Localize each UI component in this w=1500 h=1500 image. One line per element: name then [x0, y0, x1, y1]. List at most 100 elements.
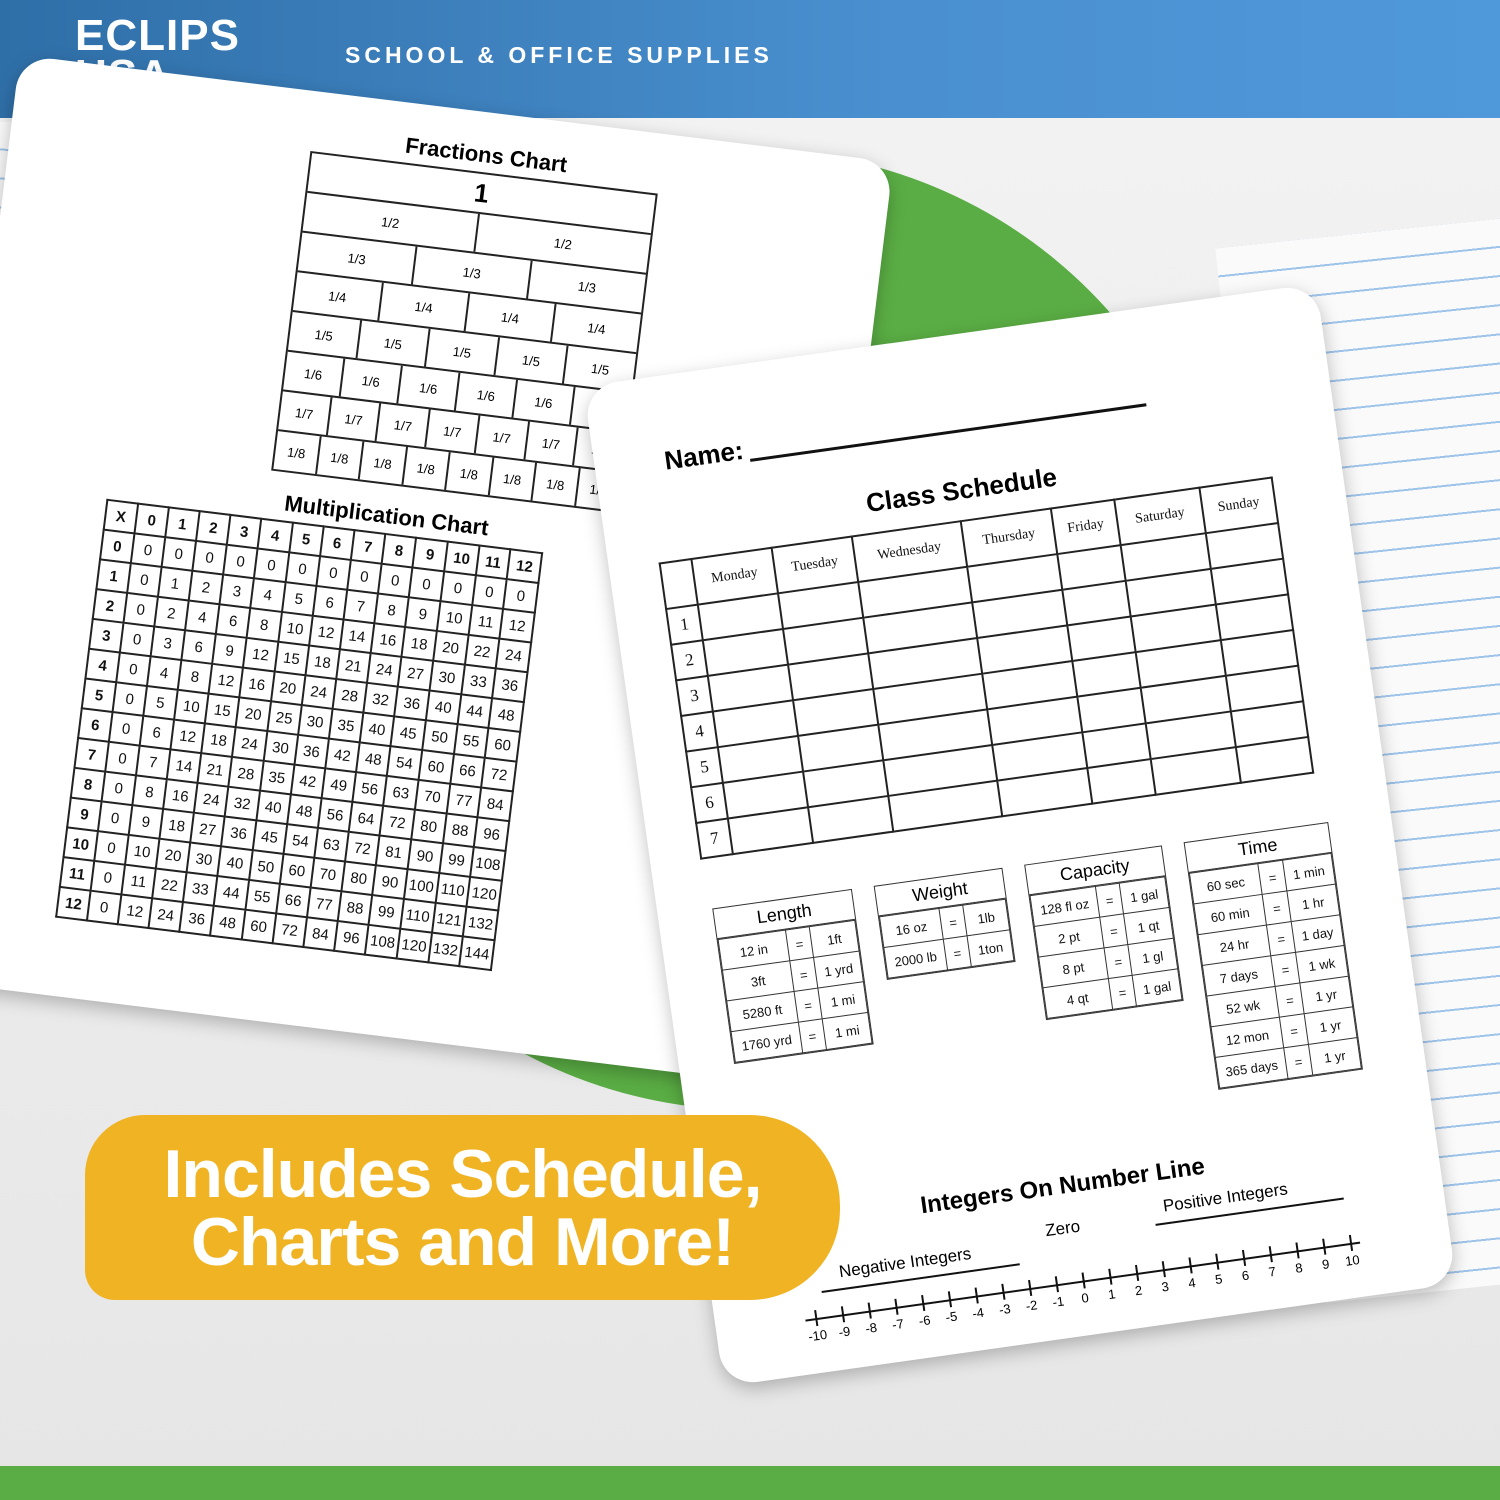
product-cell: 40 [255, 790, 291, 825]
product-cell: 121 [431, 902, 467, 937]
product-cell: 100 [403, 869, 439, 903]
conversion-table: Capacity 128 fl oz = 1 gal 2 pt = 1 qt 8 pt = 1 g… [1023, 845, 1184, 1021]
product-cell: 25 [266, 701, 302, 735]
tick-label: -9 [837, 1323, 852, 1341]
product-cell: 81 [376, 835, 412, 870]
product-cell: 48 [210, 905, 245, 940]
conversion-table: Time 60 sec = 1 min 60 min = 1 hr 24 hr = 1 day 7 … [1183, 822, 1363, 1090]
product-cell: 36 [179, 902, 215, 936]
period-label: 4 [681, 711, 718, 752]
product-cell: 2 [188, 570, 224, 605]
product-cell: 56 [352, 772, 388, 806]
product-cell: 99 [438, 843, 475, 877]
product-cell: 42 [325, 738, 360, 773]
class-schedule: Class Schedule Monday Tuesday Wednesday Thur… [652, 432, 1314, 860]
product-cell: 0 [94, 831, 129, 865]
product-cell: 18 [401, 627, 437, 661]
product-cell: 0 [120, 622, 155, 657]
period-label: 1 [666, 604, 703, 645]
corner-cell: X [103, 499, 139, 534]
product-cell: 132 [427, 932, 464, 967]
column-label: 12 [506, 549, 543, 583]
fraction-cell: 1/6 [338, 358, 401, 404]
product-cell: 70 [414, 779, 450, 814]
product-cell: 16 [163, 779, 198, 813]
product-cell: 60 [418, 750, 454, 784]
product-cell: 72 [481, 757, 517, 792]
fraction-cell: 1/6 [303, 365, 324, 383]
product-cell: 21 [336, 649, 371, 683]
tick-label: -3 [998, 1300, 1012, 1318]
product-cell: 36 [394, 686, 430, 721]
fraction-cell: 1/7 [473, 415, 528, 460]
product-cell: 28 [332, 679, 368, 713]
product-cell: 5 [281, 582, 317, 616]
product-cell: 2 [154, 596, 189, 631]
product-cell: 18 [305, 645, 340, 680]
row-label: 7 [74, 738, 110, 772]
product-cell: 24 [367, 653, 402, 687]
product-cell: 56 [317, 798, 353, 832]
period-label: 5 [686, 747, 723, 788]
period-label: 6 [691, 782, 728, 823]
row-label: 2 [92, 589, 128, 623]
fraction-cell: 1/6 [511, 379, 574, 425]
product-cell: 24 [232, 727, 267, 761]
product-cell: 24 [148, 898, 184, 932]
tick-label: 9 [1321, 1256, 1331, 1273]
product-cell: 7 [135, 745, 171, 780]
product-cell: 27 [397, 656, 434, 691]
product-cell: 12 [117, 894, 153, 929]
product-cell: 14 [339, 619, 375, 654]
product-cell: 54 [283, 824, 318, 858]
product-cell: 110 [435, 873, 471, 907]
row-label: 12 [56, 886, 91, 921]
product-cell: 33 [460, 664, 496, 699]
tick-label: -6 [917, 1312, 932, 1329]
product-cell: 88 [442, 813, 478, 848]
row-label: 1 [96, 559, 131, 593]
row-label: 10 [63, 827, 99, 861]
product-cell: 1 [157, 566, 193, 601]
product-cell: 90 [372, 865, 408, 899]
fraction-cell: 1/6 [453, 372, 517, 418]
product-cell: 24 [194, 782, 229, 817]
product-cell: 99 [368, 895, 404, 929]
fraction-cell: 1/8 [314, 436, 363, 480]
row-label: 3 [89, 618, 124, 653]
product-cell: 77 [306, 887, 342, 922]
product-cell: 3 [150, 626, 186, 661]
product-cell: 35 [328, 708, 364, 743]
product-cell: 36 [492, 668, 528, 703]
conversion-table: Length 12 in = 1ft 3ft = 1 yrd 5280 ft = 1 mi 1760… [712, 888, 874, 1065]
product-cell: 24 [495, 638, 532, 673]
product-cell: 0 [254, 548, 289, 583]
conversion-table: Weight 16 oz = 1lb 2000 lb = 1ton [873, 867, 1016, 980]
column-label: 1 [165, 507, 200, 541]
product-cell: 80 [411, 809, 447, 844]
row-label: 11 [59, 857, 95, 891]
fraction-cell: 1/7 [374, 403, 429, 448]
product-cell: 70 [310, 857, 346, 892]
product-cell: 90 [407, 839, 443, 874]
fraction-cell: 1/7 [294, 404, 315, 422]
product-cell: 6 [215, 604, 251, 638]
product-cell: 15 [274, 641, 309, 676]
product-cell: 60 [241, 909, 276, 944]
product-cell: 40 [425, 690, 461, 725]
product-cell: 8 [177, 660, 213, 694]
zero-label: Zero [1044, 1216, 1082, 1241]
product-cell: 0 [503, 579, 539, 613]
conversion-cell: 1 gal [1132, 968, 1182, 1006]
tick-label: 5 [1214, 1271, 1224, 1288]
product-cell: 0 [98, 801, 133, 835]
product-cell: 0 [127, 563, 162, 597]
tick-label: -5 [944, 1308, 959, 1325]
product-cell: 96 [474, 817, 510, 851]
row-label: 9 [67, 797, 102, 832]
product-cell: 45 [390, 716, 426, 751]
column-label: 2 [196, 511, 231, 545]
product-cell: 80 [341, 861, 377, 896]
column-label: 4 [257, 518, 293, 553]
